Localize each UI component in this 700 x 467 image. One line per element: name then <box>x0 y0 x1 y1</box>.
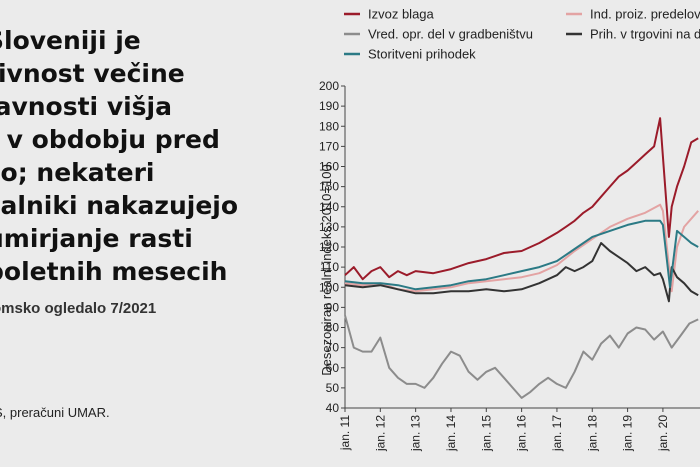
series-line-ind-proiz-predelovalnih <box>344 203 699 293</box>
y-tick-label: 70 <box>326 341 340 355</box>
y-tick-label: 80 <box>326 321 340 335</box>
y-tick-label: 50 <box>326 381 340 395</box>
y-tick-label: 170 <box>319 139 339 153</box>
x-tick-label: jan. 13 <box>409 415 423 452</box>
series-line-vred-opr-del-v-gradbenistvu <box>344 315 699 399</box>
y-tick-label: 200 <box>319 79 339 93</box>
x-tick-label: jan. 14 <box>444 415 458 452</box>
legend-item-storitveni-prihodek: Storitveni prihodek <box>368 47 476 62</box>
y-tick-label: 180 <box>319 119 339 133</box>
x-tick-label: jan. 15 <box>479 415 493 452</box>
series-line-izvoz-blaga <box>344 117 699 281</box>
legend-item-vred-opr-del-v-gradbenistvu: Vred. opr. del v gradbeništvu <box>368 27 533 42</box>
y-tick-label: 190 <box>319 99 339 113</box>
y-tick-label: 150 <box>319 180 339 194</box>
x-tick-label: jan. 18 <box>585 415 599 452</box>
x-tick-label: jan. 12 <box>373 415 387 452</box>
y-axis: 40 50 60 70 80 90 100 110 120 130 140 150 160 170 180 1… <box>319 79 346 415</box>
x-tick-label: jan. 20 <box>656 415 670 452</box>
legend-item-ind-proiz-predelovalnih: Ind. proiz. predelovalnih <box>590 7 700 22</box>
y-tick-label: 100 <box>319 280 339 294</box>
y-tick-label: 110 <box>320 260 339 274</box>
y-tick-label: 40 <box>326 401 340 415</box>
x-tick-label: jan. 17 <box>550 415 564 452</box>
publication-label: omsko ogledalo 7/2021 <box>0 300 157 317</box>
x-tick-label: jan. 11 <box>338 415 352 451</box>
chart-legend: Izvoz blaga Ind. proiz. predelovalnih Vred… <box>344 7 700 62</box>
source-note: S, preračuni UMAR. <box>0 405 110 420</box>
x-tick-label: jan. 19 <box>621 415 635 452</box>
y-tick-label: 120 <box>319 240 339 254</box>
y-axis-label: Desezoniran realni indeks 2010=100 <box>319 164 334 375</box>
y-tick-label: 160 <box>319 160 339 174</box>
series-line-prih-v-trgovini-na-drobno <box>344 242 699 303</box>
x-axis: jan. 11 jan. 12 jan. 13 jan. 14 jan. 15 jan. … <box>338 407 700 452</box>
y-tick-label: 60 <box>326 361 340 375</box>
y-tick-label: 90 <box>326 300 340 314</box>
legend-item-prih-v-trgovini-na-drobno: Prih. v trgovini na drobno <box>590 27 700 42</box>
legend-item-izvoz-blaga: Izvoz blaga <box>368 7 435 22</box>
headline: Sloveniji je tivnost večine javnosti viš… <box>0 26 239 286</box>
x-tick-label: jan. 16 <box>515 415 529 452</box>
y-tick-label: 140 <box>319 200 339 214</box>
series-line-storitveni-prihodek <box>344 219 699 291</box>
series-lines <box>344 117 699 399</box>
y-tick-label: 130 <box>319 220 339 234</box>
